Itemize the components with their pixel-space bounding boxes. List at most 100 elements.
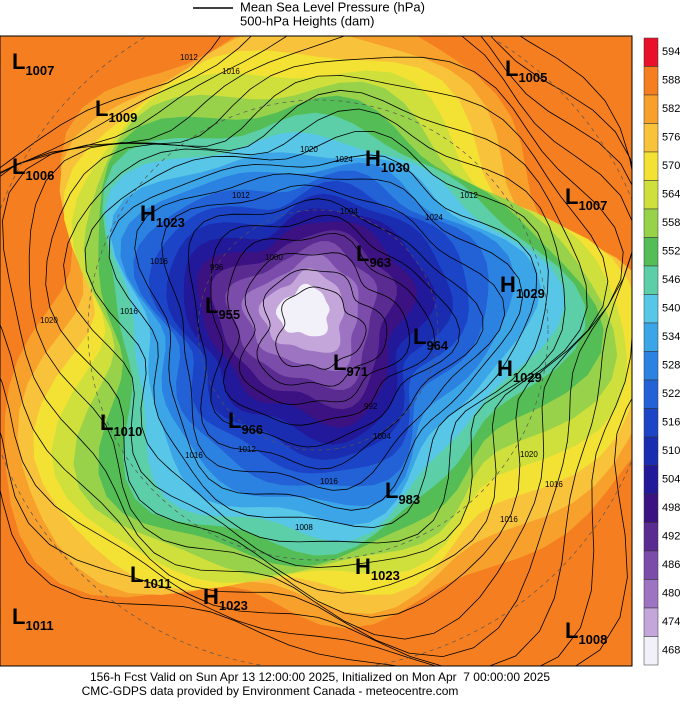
contour-label: 1004 [340,207,358,216]
colorbar-label: 564 [662,189,680,201]
contour-label: 1020 [520,450,538,459]
pressure-center: L964 [413,324,449,354]
center-value: 1006 [25,168,54,183]
colorbar-swatch [643,208,659,238]
center-value: 1030 [381,160,410,175]
colorbar-swatch [643,607,659,637]
pressure-center: L983 [385,478,420,508]
isobar [84,131,549,544]
colorbar-label: 534 [662,331,680,343]
center-type: L [95,96,108,121]
contour-label: 1016 [222,67,240,76]
center-value: 964 [426,338,448,353]
center-value: 1011 [143,576,171,591]
center-type: H [497,356,513,381]
colorbar-label: 468 [662,645,680,657]
center-type: L [505,56,518,81]
center-type: L [205,293,218,318]
contour-label: 1016 [500,515,518,524]
isobar [0,36,632,658]
colorbar-swatch [643,66,659,96]
isobar [210,214,461,448]
colorbar-swatch [643,37,659,67]
colorbar-swatch [643,550,659,580]
center-type: L [565,618,578,643]
colorbar-label: 492 [662,531,680,543]
center-type: L [228,408,241,433]
center-type: L [333,350,346,375]
center-type: H [355,554,371,579]
pressure-center: L1009 [95,96,137,126]
colorbar-label: 522 [662,388,680,400]
colorbar-label: 582 [662,103,680,115]
colorbar-swatch [643,579,659,609]
pressure-center: L971 [333,350,368,380]
colorbar-label: 516 [662,417,680,429]
center-value: 1010 [113,424,142,439]
footer-text: 156-h Fcst Valid on Sun Apr 13 12:00:00 … [90,670,550,684]
center-value: 1023 [156,215,185,230]
colorbar-label: 576 [662,132,680,144]
pressure-center: H1030 [365,146,410,176]
isobar [161,184,506,491]
center-value: 1029 [513,370,542,385]
pressure-center: H1023 [140,201,185,231]
colorbar-swatch [643,151,659,181]
colorbar-swatch [643,436,659,466]
colorbar-swatch [643,294,659,324]
center-type: L [12,154,25,179]
contour-label: 1024 [335,155,353,164]
isobar [0,36,632,666]
isobar [2,56,624,640]
contour-label: 996 [210,263,224,272]
center-value: 1007 [25,63,54,78]
colorbar-label: 510 [662,445,680,457]
colorbar-swatch [643,465,659,495]
center-type: H [365,146,381,171]
pressure-center: H1023 [203,584,248,614]
contour-label: 1024 [425,213,443,222]
pressure-center: H1029 [497,356,542,386]
legend-text: 500-hPa Heights (dam) [240,13,374,28]
pressure-center: L1008 [565,618,607,648]
pressure-center: L1011 [130,562,172,592]
contour-label: 1012 [232,191,250,200]
colorbar-swatch [643,265,659,295]
colorbar-swatch [643,636,659,666]
colorbar-swatch [643,237,659,267]
colorbar-label: 546 [662,274,680,286]
contour-label: 1016 [120,307,138,316]
contour-label: 1012 [238,445,256,454]
map: 1012 1016 1020 1024 1012 1016 1004 996 1000 1016 1… [0,36,632,666]
colorbar-label: 480 [662,588,680,600]
colorbar-label: 552 [662,246,680,258]
colorbar-label: 594 [662,46,680,58]
contour-label: 1012 [460,191,478,200]
contour-label: 992 [364,402,378,411]
contour-label: 1020 [300,145,318,154]
isobar [222,233,436,426]
center-type: H [140,201,156,226]
isobar [0,36,632,666]
contour-label: 1016 [150,257,168,266]
pressure-center: L1007 [565,184,607,214]
center-value: 966 [241,422,263,437]
legend-text: Mean Sea Level Pressure (hPa) [240,0,425,14]
center-type: H [500,272,516,297]
center-type: L [413,324,426,349]
center-value: 1008 [578,632,607,647]
center-value: 963 [369,255,391,270]
isobar [63,108,566,568]
contour-label: 1016 [320,477,338,486]
center-type: L [565,184,578,209]
colorbar-label: 540 [662,303,680,315]
colorbar-label: 528 [662,360,680,372]
pressure-center: L1011 [12,604,54,634]
center-value: 1007 [578,198,607,213]
colorbar-label: 558 [662,217,680,229]
center-value: 1005 [518,70,547,85]
colorbar-label: 486 [662,559,680,571]
pressure-center: L955 [205,293,240,323]
contour-label: 1000 [265,253,283,262]
